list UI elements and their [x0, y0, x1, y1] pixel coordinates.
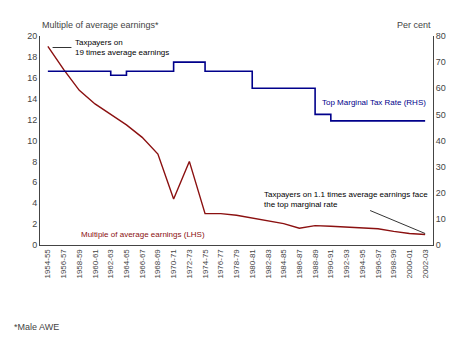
svg-text:0: 0	[436, 240, 441, 250]
svg-text:2000-01: 2000-01	[405, 249, 414, 279]
svg-text:Taxpayers on 1.1 times average: Taxpayers on 1.1 times average earnings …	[264, 190, 428, 209]
svg-text:16: 16	[27, 73, 37, 83]
svg-text:30: 30	[436, 162, 446, 172]
svg-text:Taxpayers on19 times average e: Taxpayers on19 times average earnings	[75, 38, 169, 57]
svg-text:1954-55: 1954-55	[43, 249, 52, 279]
svg-text:80: 80	[436, 31, 446, 41]
svg-text:70: 70	[436, 57, 446, 67]
svg-text:1996-97: 1996-97	[374, 249, 383, 279]
svg-text:1984-85: 1984-85	[279, 249, 288, 279]
svg-text:Top Marginal Tax Rate (RHS): Top Marginal Tax Rate (RHS)	[322, 98, 426, 107]
svg-text:1998-99: 1998-99	[389, 249, 398, 279]
svg-text:0: 0	[32, 240, 37, 250]
svg-text:1958-59: 1958-59	[75, 249, 84, 279]
svg-text:6: 6	[32, 177, 37, 187]
svg-text:20: 20	[436, 188, 446, 198]
svg-text:*Male AWE: *Male AWE	[14, 322, 59, 332]
svg-text:1994-95: 1994-95	[358, 249, 367, 279]
svg-text:8: 8	[32, 157, 37, 167]
svg-text:1978-79: 1978-79	[232, 249, 241, 279]
svg-text:1956-57: 1956-57	[59, 249, 68, 279]
svg-text:10: 10	[436, 214, 446, 224]
svg-text:1964-65: 1964-65	[122, 249, 131, 279]
svg-text:1986-87: 1986-87	[295, 249, 304, 279]
svg-text:1968-69: 1968-69	[154, 249, 163, 279]
svg-text:2: 2	[32, 219, 37, 229]
svg-text:1974-75: 1974-75	[201, 249, 210, 279]
svg-text:50: 50	[436, 110, 446, 120]
svg-text:14: 14	[27, 94, 37, 104]
svg-text:18: 18	[27, 52, 37, 62]
svg-text:1970-71: 1970-71	[169, 249, 178, 279]
svg-text:10: 10	[27, 136, 37, 146]
svg-text:Multiple of average earnings*: Multiple of average earnings*	[42, 20, 159, 30]
svg-text:1982-83: 1982-83	[264, 249, 273, 279]
svg-text:1976-77: 1976-77	[216, 249, 225, 279]
svg-text:60: 60	[436, 83, 446, 93]
svg-text:Multiple of average earnings (: Multiple of average earnings (LHS)	[81, 230, 205, 239]
svg-text:1988-89: 1988-89	[311, 249, 320, 279]
svg-text:1966-67: 1966-67	[138, 249, 147, 279]
svg-text:1960-61: 1960-61	[91, 249, 100, 279]
svg-text:20: 20	[27, 31, 37, 41]
svg-text:Per cent: Per cent	[397, 20, 431, 30]
svg-text:1992-93: 1992-93	[342, 249, 351, 279]
svg-text:1990-91: 1990-91	[326, 249, 335, 279]
svg-text:12: 12	[27, 115, 37, 125]
svg-text:1962-63: 1962-63	[106, 249, 115, 279]
svg-text:2002-03: 2002-03	[421, 249, 430, 279]
svg-text:1972-73: 1972-73	[185, 249, 194, 279]
svg-text:1980-81: 1980-81	[248, 249, 257, 279]
svg-text:4: 4	[32, 198, 37, 208]
svg-text:40: 40	[436, 136, 446, 146]
